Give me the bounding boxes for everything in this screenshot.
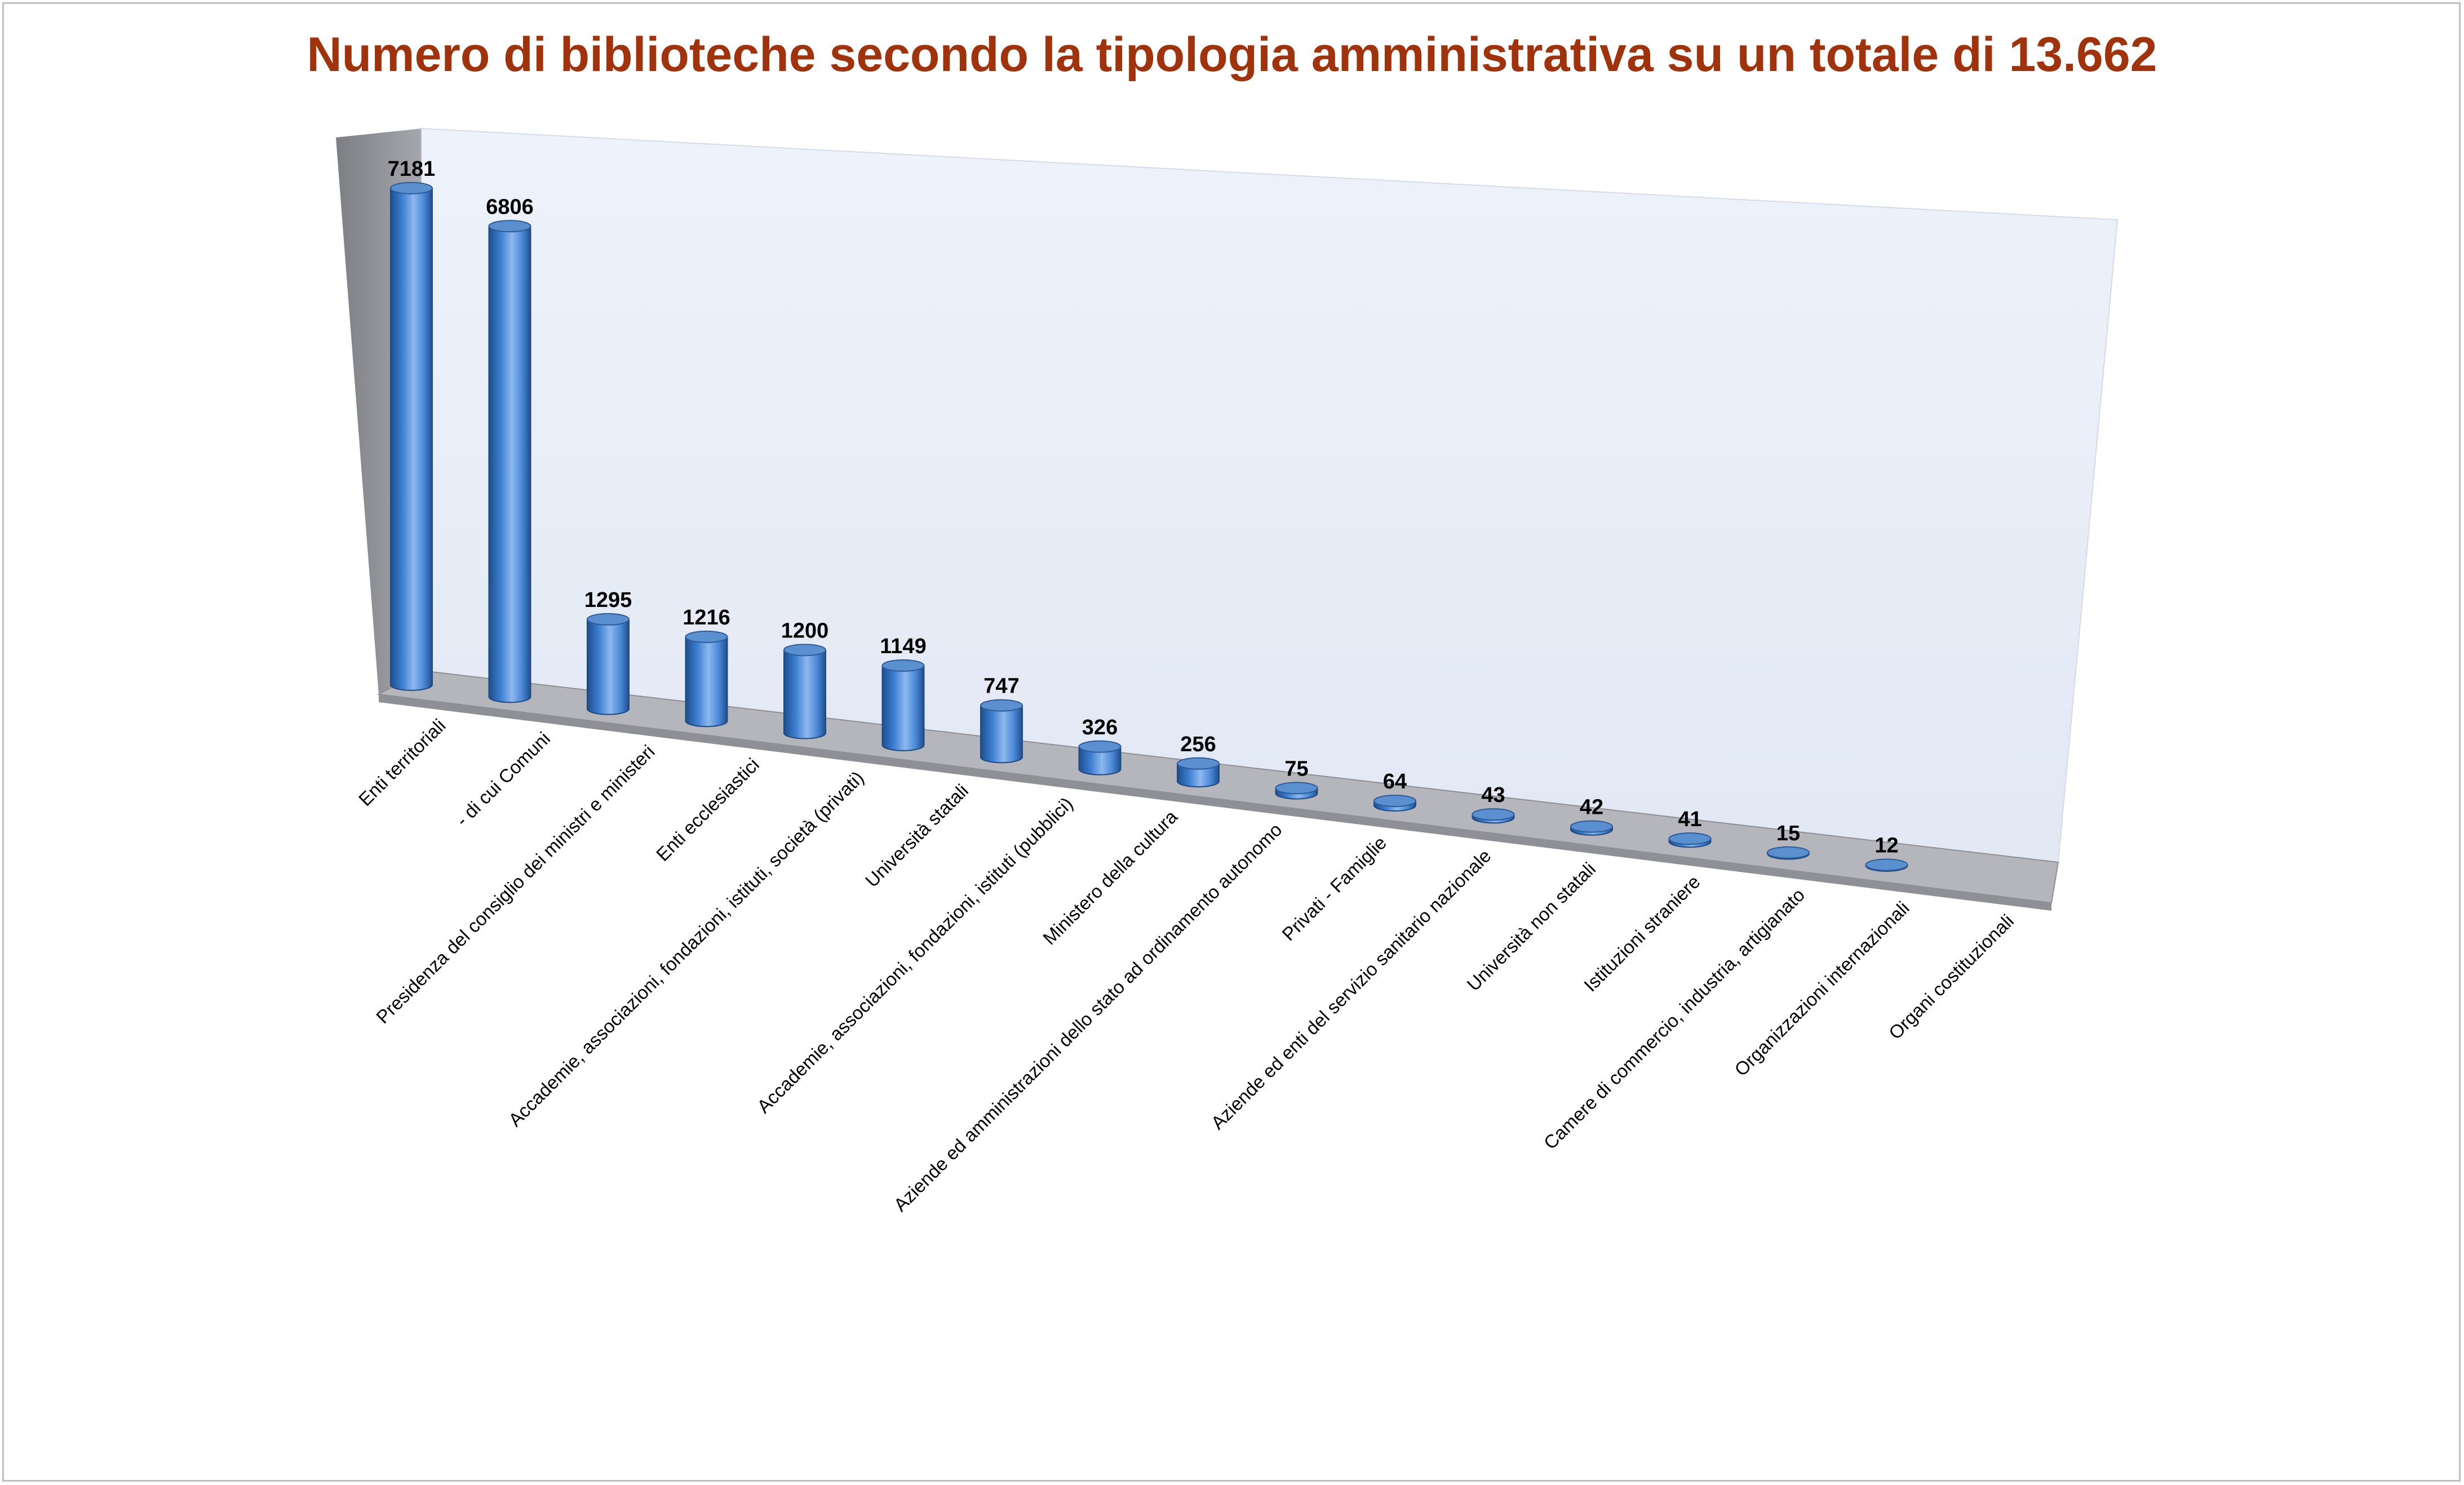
value-label: 42 — [1580, 796, 1603, 819]
category-label: Camere di commercio, industria, artigian… — [1540, 884, 1809, 1153]
bar-3 — [587, 613, 630, 715]
bar-body — [488, 225, 531, 703]
bar-body — [587, 618, 630, 715]
bar-top — [1275, 782, 1318, 795]
bar-9 — [1177, 757, 1220, 788]
bar-top — [1373, 795, 1416, 808]
bar-body — [881, 665, 925, 751]
category-label: Enti ecclesiastici — [652, 754, 763, 865]
value-label: 12 — [1874, 834, 1898, 858]
bar-2 — [488, 220, 531, 703]
value-label: 1216 — [683, 606, 730, 630]
category-label: - di cui Comuni — [451, 728, 554, 830]
category-label: Presidenza del consiglio dei ministri e … — [372, 741, 659, 1028]
bar-top — [1668, 832, 1712, 845]
category-label: Enti territoriali — [354, 715, 450, 810]
bar-top — [783, 644, 826, 657]
chart-title: Numero di biblioteche secondo la tipolog… — [307, 28, 2157, 82]
bar-body — [1078, 746, 1122, 775]
category-label: Ministero della cultura — [1039, 806, 1182, 949]
bar-6 — [881, 659, 925, 751]
bar-top — [1078, 740, 1122, 753]
value-label: 1149 — [880, 635, 926, 658]
value-label: 256 — [1180, 733, 1216, 756]
bar-top — [1767, 846, 1810, 859]
category-label: Aziende ed enti del servizio sanitario n… — [1207, 845, 1495, 1133]
category-label: Privati - Famiglie — [1278, 832, 1390, 945]
category-label: Università statali — [861, 780, 972, 891]
bar-8 — [1078, 740, 1122, 775]
bar-body — [783, 649, 826, 739]
value-label: 75 — [1284, 757, 1308, 781]
bar-top — [1177, 757, 1220, 770]
category-label: Aziende ed amministrazioni dello stato a… — [889, 819, 1286, 1215]
category-label: Istituzioni straniere — [1580, 871, 1704, 996]
value-label: 64 — [1383, 770, 1407, 794]
bar-top — [1570, 820, 1613, 833]
bar-10 — [1275, 782, 1318, 800]
value-label: 326 — [1082, 716, 1118, 739]
value-label: 1295 — [584, 588, 632, 612]
bar-14 — [1668, 832, 1712, 848]
bar-body — [390, 187, 433, 691]
bar-15 — [1767, 846, 1810, 860]
back-wall — [421, 127, 2119, 863]
bar-12 — [1472, 808, 1515, 824]
bar-top — [1472, 808, 1515, 821]
value-label: 41 — [1678, 808, 1701, 831]
value-label: 7181 — [388, 157, 436, 181]
value-label: 1200 — [781, 619, 829, 642]
floor-edge — [379, 694, 2051, 911]
bar-16 — [1865, 858, 1908, 872]
bar-top — [1865, 858, 1908, 871]
value-label: 6806 — [486, 195, 534, 219]
value-label: 43 — [1481, 783, 1505, 807]
bar-5 — [783, 644, 826, 739]
bar-7 — [980, 699, 1023, 764]
bar-body — [685, 636, 728, 728]
category-label: Università non statali — [1463, 858, 1599, 995]
bar-4 — [685, 630, 728, 728]
category-label: Organi costituzionali — [1885, 910, 2018, 1043]
bar-top — [685, 630, 728, 643]
bar-13 — [1570, 820, 1613, 836]
value-label: 15 — [1776, 822, 1800, 845]
bar-top — [587, 613, 630, 626]
bar-top — [980, 699, 1023, 712]
bar-11 — [1373, 795, 1416, 812]
bar-top — [881, 659, 925, 672]
bar-1 — [390, 181, 433, 691]
bar-body — [980, 704, 1023, 764]
value-label: 747 — [983, 675, 1019, 698]
bar-top — [488, 220, 531, 233]
bar-body — [1177, 763, 1220, 788]
bar-top — [390, 181, 433, 194]
